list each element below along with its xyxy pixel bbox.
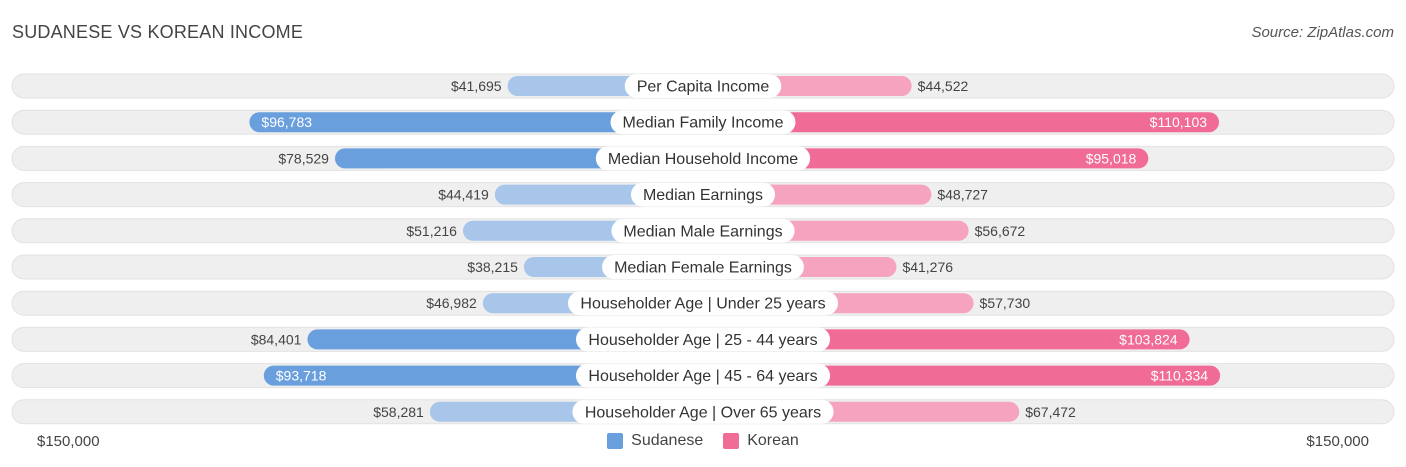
legend-item-sudanese: Sudanese (607, 432, 703, 450)
category-label-pill (630, 182, 776, 207)
category-label-pill (575, 363, 831, 388)
value-label-korean: $110,103 (1150, 114, 1208, 130)
chart-source: Source: ZipAtlas.com (1251, 24, 1394, 41)
value-label-korean: $67,472 (1025, 404, 1076, 420)
category-label: Householder Age | Under 25 years (580, 296, 825, 313)
bar-korean (703, 148, 1149, 169)
category-label: Median Family Income (623, 115, 784, 132)
category-label-pill (575, 327, 831, 352)
category-label: Median Male Earnings (623, 223, 782, 240)
value-label-sudanese: $84,401 (251, 331, 302, 347)
legend-swatch-korean (723, 433, 740, 449)
value-label-korean: $57,730 (980, 295, 1031, 311)
category-label: Median Female Earnings (614, 260, 792, 277)
value-label-korean: $56,672 (975, 223, 1026, 239)
category-label: Per Capita Income (637, 79, 770, 96)
category-label-pill (602, 255, 804, 279)
legend: Sudanese Korean (0, 432, 1406, 450)
value-label-sudanese: $51,216 (406, 223, 457, 239)
value-label-korean: $41,276 (902, 259, 953, 275)
value-label-sudanese: $44,419 (438, 187, 489, 203)
bar-sudanese (249, 112, 703, 133)
value-label-sudanese: $93,718 (276, 368, 327, 384)
category-label-pill (624, 74, 782, 98)
value-label-sudanese: $46,982 (426, 295, 477, 311)
category-label: Householder Age | 25 - 44 years (588, 332, 817, 349)
bar-korean (703, 112, 1220, 133)
category-label: Householder Age | 45 - 64 years (588, 368, 817, 385)
category-label-pill (572, 399, 834, 424)
category-label: Householder Age | Over 65 years (585, 404, 821, 421)
category-label-pill (595, 146, 811, 171)
value-label-sudanese: $38,215 (467, 259, 518, 275)
value-label-sudanese: $78,529 (278, 150, 329, 166)
category-label: Median Earnings (643, 187, 763, 204)
axis-left-label: $150,000 (37, 433, 100, 450)
legend-swatch-sudanese (607, 433, 624, 449)
bar-korean (703, 365, 1221, 386)
value-label-sudanese: $41,695 (451, 78, 502, 94)
category-label-pill (567, 291, 839, 316)
value-label-korean: $103,824 (1119, 331, 1178, 347)
legend-label-sudanese: Sudanese (631, 432, 704, 449)
value-label-korean: $110,334 (1151, 368, 1209, 384)
value-label-sudanese: $96,783 (261, 114, 312, 130)
chart-title: SUDANESE VS KOREAN INCOME (12, 22, 304, 42)
legend-label-korean: Korean (747, 432, 799, 449)
value-label-korean: $95,018 (1086, 150, 1137, 166)
value-label-sudanese: $58,281 (373, 404, 424, 420)
category-label-pill (610, 110, 796, 135)
category-label-pill (611, 218, 795, 243)
axis-right-label: $150,000 (1306, 433, 1369, 450)
value-label-korean: $48,727 (937, 187, 988, 203)
legend-item-korean: Korean (723, 432, 799, 450)
value-label-korean: $44,522 (918, 78, 969, 94)
category-label: Median Household Income (608, 151, 798, 168)
